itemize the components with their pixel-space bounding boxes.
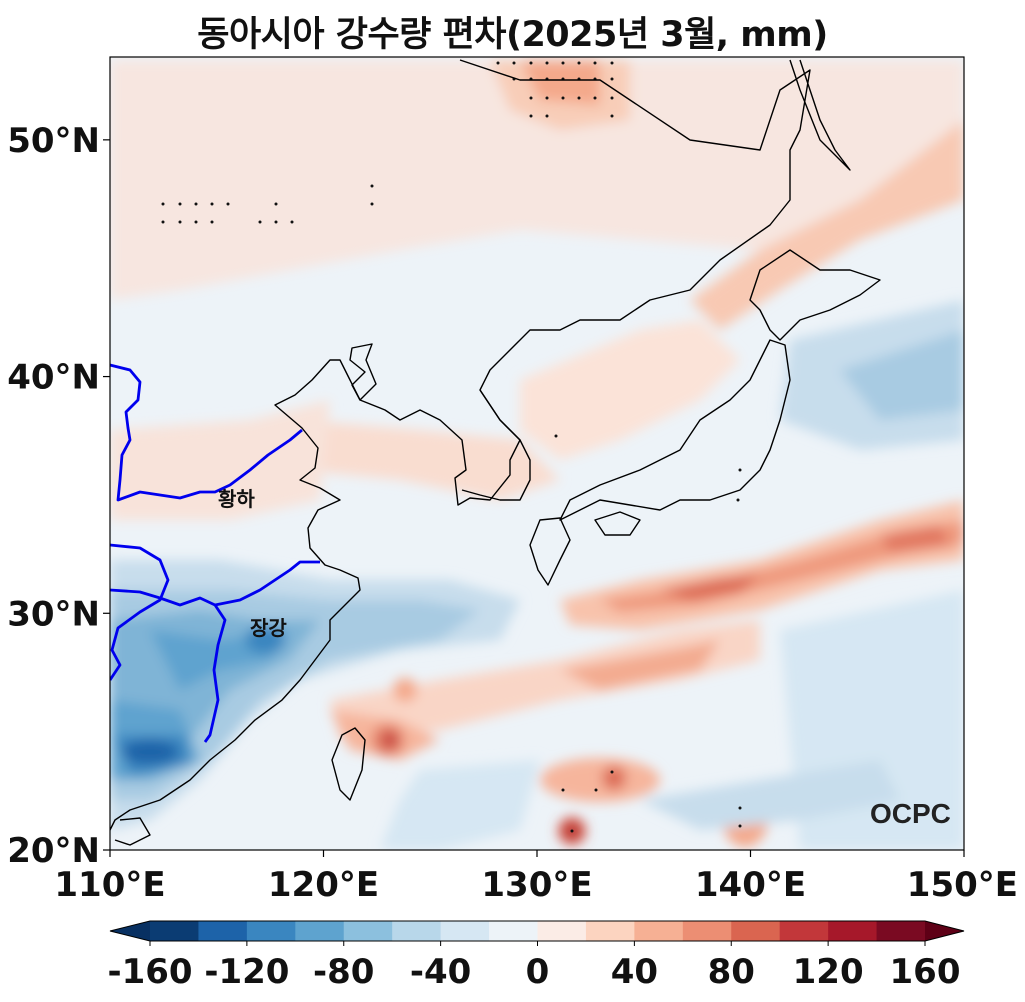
- colorbar-under-arrow: [110, 921, 150, 941]
- y-tick-label: 50°N: [7, 121, 100, 161]
- colorbar-label: 160: [890, 952, 961, 992]
- y-tick-label: 20°N: [7, 831, 100, 871]
- x-tick-label: 120°E: [268, 865, 379, 905]
- colorbar-bin: [246, 921, 296, 941]
- x-tick-label: 150°E: [907, 865, 1018, 905]
- y-tick-label: 40°N: [7, 358, 100, 398]
- colorbar-label: -40: [410, 952, 471, 992]
- huang-he-river: [110, 363, 303, 502]
- colorbar-bin: [731, 921, 781, 941]
- colorbar: -160 -120 -80 -40 0 40 80 120 160: [107, 920, 965, 992]
- colorbar-bin: [392, 921, 442, 941]
- colorbar-bin: [198, 921, 248, 941]
- colorbar-label: -120: [204, 952, 289, 992]
- logo-text: OCPC: [870, 798, 951, 829]
- colorbar-bin: [634, 921, 684, 941]
- colorbar-label: 0: [526, 952, 550, 992]
- colorbar-label: 40: [611, 952, 658, 992]
- colorbar-bin: [779, 921, 829, 941]
- yangtze-label: 장강: [250, 616, 287, 640]
- colorbar-bin: [150, 921, 199, 941]
- colorbar-bin: [489, 921, 538, 941]
- colorbar-bin: [343, 921, 393, 941]
- x-tick-label: 110°E: [54, 865, 165, 905]
- x-tick-label: 140°E: [695, 865, 806, 905]
- map-title: 동아시아 강수량 편차(2025년 3월, mm): [197, 15, 828, 55]
- huang-he-label: 황하: [218, 487, 255, 511]
- colorbar-bin: [876, 921, 926, 941]
- colorbar-bin: [682, 921, 732, 941]
- colorbar-label: -80: [313, 952, 374, 992]
- y-axis: 50°N 40°N 30°N 20°N: [7, 121, 110, 871]
- ocpc-logo: OCPC: [870, 798, 951, 829]
- anomaly-field: [110, 57, 964, 850]
- colorbar-label: 80: [708, 952, 755, 992]
- colorbar-bin: [585, 921, 635, 941]
- colorbar-bin: [537, 921, 587, 941]
- x-axis: 110°E 120°E 130°E 140°E 150°E: [54, 850, 1018, 905]
- colorbar-label: 120: [793, 952, 864, 992]
- significance-dots: [161, 61, 742, 833]
- coastlines: [110, 59, 881, 846]
- colorbar-label: -160: [107, 952, 192, 992]
- y-tick-label: 30°N: [7, 594, 100, 634]
- colorbar-bin: [828, 921, 878, 941]
- x-tick-label: 130°E: [481, 865, 592, 905]
- rivers: [110, 363, 320, 743]
- colorbar-bin: [295, 921, 345, 941]
- colorbar-bin: [440, 921, 490, 941]
- yangtze-river: [110, 543, 170, 681]
- yangtze-river-main: [110, 560, 320, 743]
- colorbar-over-arrow: [925, 921, 964, 941]
